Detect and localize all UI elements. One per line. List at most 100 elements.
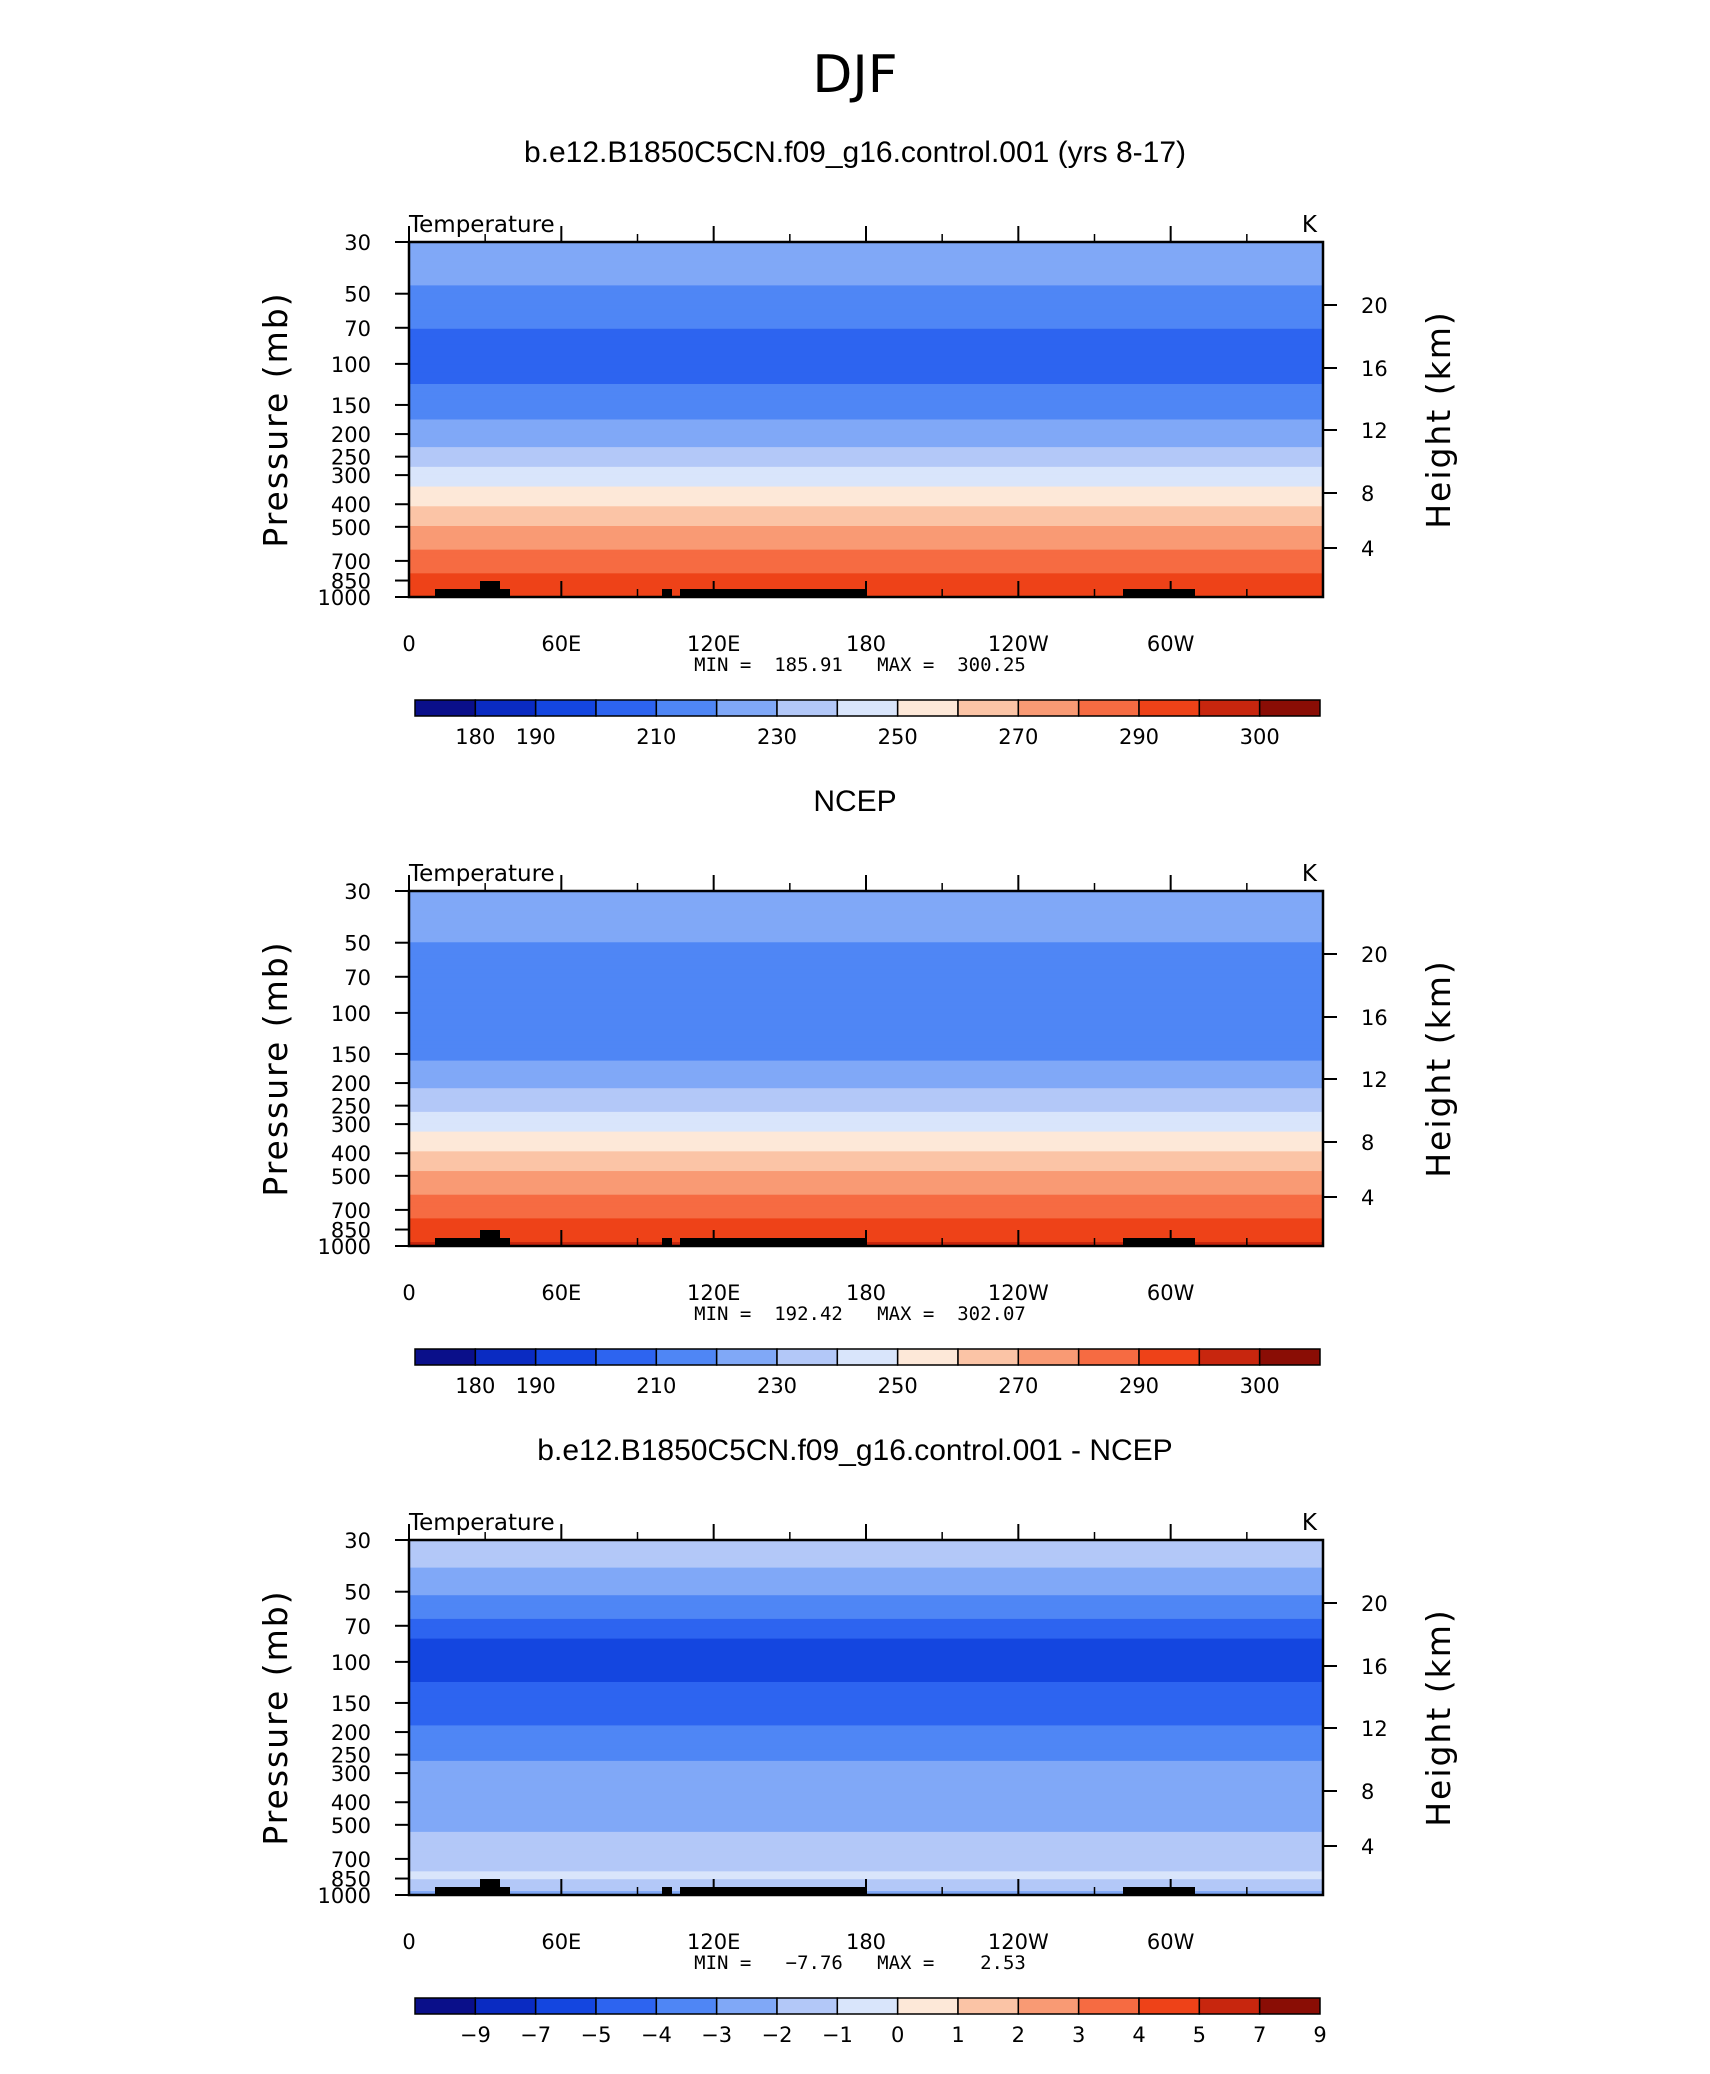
- x-tick-label: 60W: [1147, 1930, 1195, 1954]
- contour-band: [409, 962, 1323, 967]
- colorbar-swatch: [715, 1348, 778, 1366]
- contour-band: [409, 1202, 1323, 1208]
- contour-band: [409, 1575, 1323, 1581]
- colorbar-label: 4: [1132, 2023, 1145, 2047]
- colorbar-swatch: [534, 1348, 597, 1366]
- contour-band: [409, 439, 1323, 444]
- contour-band: [409, 1563, 1323, 1569]
- contour-band: [409, 1040, 1323, 1046]
- variable-label: Temperature: [408, 1510, 555, 1536]
- y2-tick-label: 8: [1361, 1131, 1374, 1155]
- y2-tick-label: 16: [1361, 1655, 1388, 1679]
- colorbar-label: 180: [455, 725, 495, 749]
- y-tick-label: 700: [331, 1848, 371, 1872]
- contour-band: [409, 1017, 1323, 1022]
- colorbar-swatch: [595, 1348, 658, 1366]
- contour-band: [409, 1764, 1323, 1770]
- y-tick-label: 1000: [318, 586, 371, 610]
- contour-band: [409, 1025, 1323, 1030]
- terrain-block: [662, 1238, 672, 1246]
- contour-band: [409, 1626, 1323, 1632]
- terrain-block: [1123, 589, 1195, 597]
- contour-band: [409, 443, 1323, 448]
- contour-band: [409, 1812, 1323, 1817]
- contour-band: [409, 938, 1323, 944]
- colorbar-swatch: [957, 1997, 1020, 2015]
- y-tick-label: 1000: [318, 1884, 371, 1908]
- contour-band: [409, 1009, 1323, 1015]
- y2-tick-label: 16: [1361, 357, 1388, 381]
- figure-title: DJF: [812, 45, 897, 105]
- x-tick-label: 60E: [541, 632, 581, 656]
- colorbar-swatch: [1198, 1997, 1261, 2015]
- contour-band: [409, 352, 1323, 358]
- contour-band: [409, 545, 1323, 551]
- y2-tick-label: 8: [1361, 1780, 1374, 1804]
- contour-band: [409, 1666, 1323, 1671]
- colorbar-swatch: [414, 699, 477, 717]
- contour-band: [409, 305, 1323, 310]
- contour-band: [409, 989, 1323, 995]
- contour-band: [409, 435, 1323, 441]
- colorbar-label: 9: [1313, 2023, 1326, 2047]
- colorbar-swatch: [1258, 699, 1321, 717]
- y-tick-label: 850: [331, 1219, 371, 1243]
- contour-band: [409, 1863, 1323, 1869]
- contour-band: [409, 1835, 1323, 1841]
- terrain-block: [480, 1230, 500, 1246]
- contour-band: [409, 1543, 1323, 1549]
- colorbar-label: 230: [757, 725, 797, 749]
- contour-band: [409, 498, 1323, 504]
- contour-band: [409, 1745, 1323, 1750]
- colorbar-swatch: [474, 699, 537, 717]
- y2-tick-label: 12: [1361, 1717, 1388, 1741]
- contour-band: [409, 891, 1323, 896]
- contour-band: [409, 942, 1323, 948]
- contour-band: [409, 946, 1323, 951]
- contour-band: [409, 411, 1323, 417]
- x-tick-label: 0: [402, 1930, 415, 1954]
- contour-band: [409, 277, 1323, 283]
- contour-band: [409, 1599, 1323, 1604]
- contour-band: [409, 1044, 1323, 1050]
- contour-band: [409, 431, 1323, 437]
- variable-label: Temperature: [408, 861, 555, 887]
- contour-band: [409, 1662, 1323, 1668]
- contour-band: [409, 1567, 1323, 1573]
- contour-band: [409, 257, 1323, 263]
- y2-axis-title: Height (km): [1419, 310, 1458, 529]
- contour-band: [409, 245, 1323, 251]
- contour-band: [409, 906, 1323, 912]
- contour-band: [409, 1733, 1323, 1739]
- contour-band: [409, 510, 1323, 515]
- contour-band: [409, 490, 1323, 496]
- colorbar-swatch: [836, 1348, 899, 1366]
- contour-band: [409, 332, 1323, 338]
- contour-band: [409, 427, 1323, 433]
- contour-band: [409, 1725, 1323, 1731]
- contour-band: [409, 1753, 1323, 1758]
- contour-band: [409, 451, 1323, 456]
- contour-band: [409, 1100, 1323, 1105]
- contour-band: [409, 910, 1323, 916]
- contour-band: [409, 356, 1323, 362]
- contour-band: [409, 1198, 1323, 1204]
- y2-tick-label: 4: [1361, 1835, 1374, 1859]
- contour-band: [409, 293, 1323, 299]
- colorbar-label: 270: [998, 1374, 1038, 1398]
- contour-band: [409, 902, 1323, 908]
- contour-band: [409, 324, 1323, 330]
- contour-band: [409, 1210, 1323, 1216]
- colorbar-label: 300: [1240, 1374, 1280, 1398]
- contour-band: [409, 1190, 1323, 1196]
- colorbar-swatch: [715, 699, 778, 717]
- colorbar-swatch: [534, 1997, 597, 2015]
- y-tick-label: 1000: [318, 1235, 371, 1259]
- contour-band: [409, 1072, 1323, 1078]
- contour-band: [409, 1159, 1323, 1164]
- colorbar-label: 180: [455, 1374, 495, 1398]
- colorbar-label: 7: [1253, 2023, 1266, 2047]
- terrain-block: [680, 1238, 865, 1246]
- contour-band: [409, 1816, 1323, 1821]
